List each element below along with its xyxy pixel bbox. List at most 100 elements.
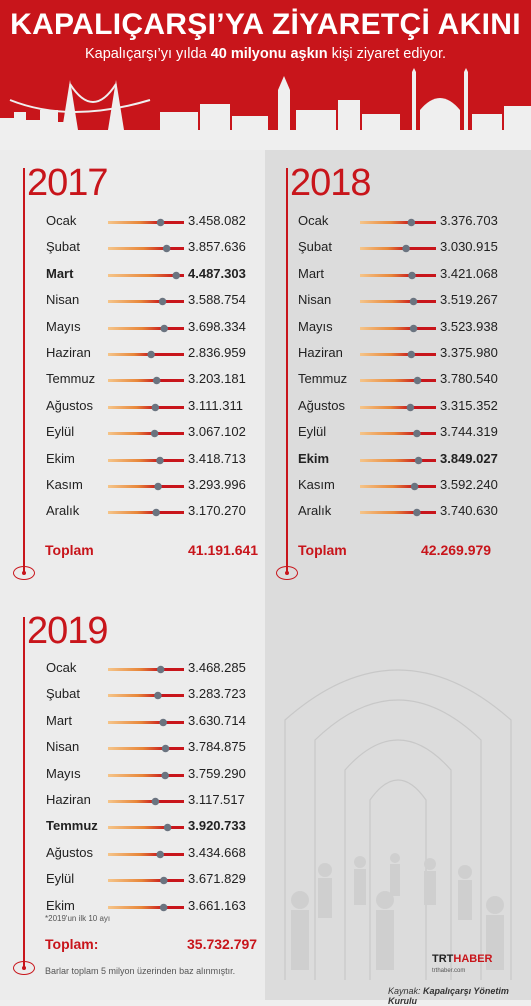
subtitle-part: Kapalıçarşı’yı yılda	[84, 46, 211, 62]
bar-knob	[154, 482, 162, 491]
bar-knob	[147, 350, 155, 359]
partial-year-note: *2019'un ilk 10 ayı	[45, 914, 111, 923]
month-label: Ekim	[46, 897, 75, 913]
month-label: Temmuz	[46, 371, 96, 387]
bar-knob	[159, 718, 167, 727]
visitor-bar	[360, 403, 436, 412]
bar-knob	[413, 429, 421, 438]
month-label: Haziran	[46, 792, 91, 807]
month-label: Ocak	[46, 660, 77, 675]
month-value: 3.857.636	[188, 239, 246, 255]
visitor-bar	[108, 850, 184, 859]
month-value: 3.630.714	[188, 712, 246, 728]
month-value: 3.030.915	[440, 239, 498, 255]
bar-knob	[156, 218, 165, 227]
visitor-bar	[360, 456, 436, 464]
bar-fill	[360, 326, 414, 330]
bar-fill	[108, 326, 165, 330]
logo-trt: TRT	[432, 953, 454, 965]
bar-knob	[158, 297, 167, 306]
source-label: Kaynak:	[388, 986, 421, 996]
month-value: 3.740.630	[440, 503, 498, 519]
visitor-bar	[360, 509, 436, 517]
visitor-bar	[108, 509, 184, 517]
bar-fill	[360, 221, 412, 224]
bar-knob	[163, 824, 172, 832]
visitor-bar	[108, 456, 184, 464]
total-label-2019: Toplam:	[45, 936, 99, 952]
month-label: Ekim	[298, 450, 330, 466]
visitor-bar	[108, 797, 184, 806]
grand-bazaar-crowd-illustration	[284, 669, 512, 980]
bar-fill	[108, 747, 166, 751]
month-value: 3.661.163	[188, 897, 246, 913]
bar-knob	[413, 377, 422, 385]
month-label: Mart	[46, 265, 74, 281]
month-value: 3.111.311	[188, 397, 243, 413]
bar-knob	[159, 903, 168, 911]
month-label: Mayıs	[298, 318, 333, 334]
month-value: 3.698.334	[188, 318, 246, 334]
month-label: Şubat	[46, 686, 80, 702]
month-label: Mart	[46, 712, 72, 728]
bar-fill	[360, 353, 412, 356]
bar-fill	[108, 458, 160, 462]
month-value: 3.592.240	[440, 477, 498, 492]
month-label: Mayıs	[46, 765, 81, 781]
month-value: 3.203.181	[188, 371, 246, 387]
visitor-bar	[360, 429, 436, 438]
month-value: 3.744.319	[440, 424, 498, 440]
pin-base	[276, 566, 298, 580]
bar-fill	[108, 432, 155, 436]
month-value: 2.836.959	[188, 345, 246, 360]
bar-knob	[162, 245, 171, 253]
bar-knob	[152, 509, 160, 517]
visitor-bar	[108, 403, 184, 412]
bar-knob	[407, 350, 416, 359]
bar-fill	[108, 485, 159, 488]
month-label: Mart	[298, 265, 324, 281]
month-value: 3.170.270	[188, 503, 246, 519]
bar-fill	[360, 485, 415, 488]
month-label: Eylül	[298, 424, 327, 440]
visitor-bar	[108, 692, 184, 700]
month-label: Ağustos	[46, 844, 93, 860]
month-value: 3.067.102	[188, 424, 246, 440]
bar-fill	[360, 432, 417, 436]
bar-fill	[108, 800, 156, 803]
visitor-bar	[108, 744, 184, 753]
month-label: Ocak	[298, 213, 329, 228]
bar-fill	[360, 405, 411, 409]
month-value: 3.523.938	[440, 318, 498, 334]
visitor-bar	[108, 271, 184, 280]
pin-stick	[23, 617, 25, 967]
bar-fill	[108, 511, 157, 515]
month-label: Eylül	[46, 424, 75, 440]
bar-fill	[108, 273, 177, 277]
month-value: 3.375.980	[440, 345, 498, 360]
month-value: 3.117.517	[188, 792, 245, 807]
pin-stick	[23, 168, 25, 573]
bar-knob	[150, 429, 159, 438]
page-title: KAPALIÇARŞI’YA ZİYARETÇİ AKINI	[10, 8, 521, 41]
bar-fill	[108, 694, 158, 698]
month-label: Nisan	[298, 292, 332, 308]
pin-base	[13, 566, 35, 580]
visitor-bar	[108, 771, 184, 779]
month-value: 3.780.540	[440, 371, 498, 387]
month-label: Haziran	[46, 345, 91, 360]
month-label: Aralık	[46, 503, 80, 519]
visitor-bar	[108, 665, 184, 674]
bar-knob	[409, 297, 418, 306]
bar-knob	[160, 324, 169, 332]
bar-fill	[108, 353, 152, 356]
month-value: 3.759.290	[188, 765, 246, 781]
visitor-bar	[108, 903, 184, 911]
bar-fill	[108, 379, 157, 383]
bar-fill	[108, 773, 166, 777]
year-label-2017: 2017	[27, 162, 109, 204]
brand-site: trthaber.com	[432, 968, 466, 974]
month-value: 3.519.267	[440, 292, 498, 308]
bar-knob	[413, 509, 421, 517]
visitor-bar	[108, 876, 184, 885]
